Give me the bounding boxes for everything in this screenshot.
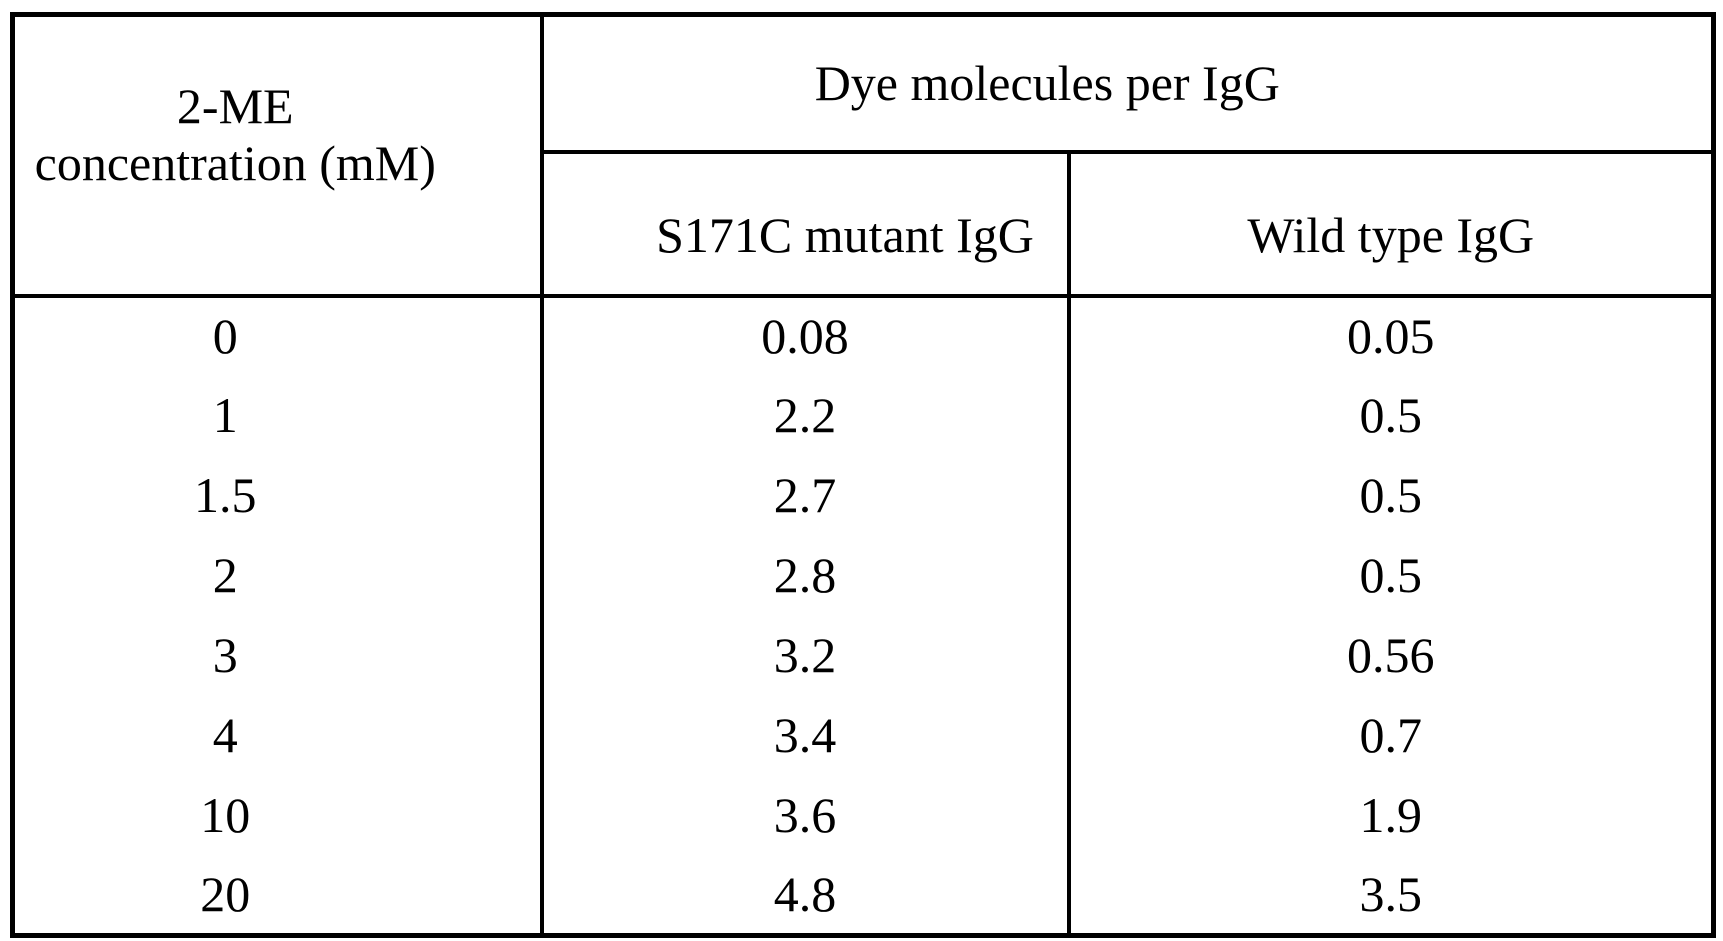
cell-concentration: 4	[12, 695, 544, 776]
header-cell-dye-molecules: Dye molecules per IgG	[541, 14, 1714, 154]
table-row: 10 3.6 1.9	[12, 775, 1714, 856]
table-row: 4 3.4 0.7	[12, 695, 1714, 776]
cell-wild-type-igg: 0.05	[1069, 296, 1714, 376]
concentration-value: 20	[200, 865, 251, 922]
mutant-igg-value: 4.8	[773, 865, 837, 922]
header-cell-2me-concentration: 2-ME concentration (mM)	[12, 14, 544, 298]
cell-mutant-igg: 2.2	[541, 375, 1071, 456]
mutant-igg-value: 0.08	[761, 307, 849, 364]
table-row: 20 4.8 3.5	[12, 855, 1714, 936]
concentration-value: 1.5	[194, 466, 257, 523]
cell-concentration: 2	[12, 535, 544, 616]
table-row: 3 3.2 0.56	[12, 615, 1714, 696]
mutant-igg-value: 2.2	[773, 386, 837, 443]
cell-concentration: 10	[12, 775, 544, 856]
cell-mutant-igg: 0.08	[541, 295, 1071, 376]
mutant-igg-value: 3.6	[773, 786, 837, 843]
concentration-value: 1	[212, 386, 238, 443]
wild-type-igg-value: 0.5	[1359, 546, 1423, 603]
wild-type-igg-value: 0.05	[1347, 307, 1435, 364]
header-wild-type-label: Wild type IgG	[1247, 206, 1535, 263]
header-row-group: 2-ME concentration (mM) Dye molecules pe…	[12, 14, 1714, 298]
dye-molecules-per-igg-table: 2-ME concentration (mM) Dye molecules pe…	[10, 12, 1716, 938]
header-2me-line1: 2-ME	[176, 77, 294, 134]
cell-mutant-igg: 3.6	[541, 775, 1071, 856]
cell-mutant-igg: 2.8	[541, 535, 1071, 616]
concentration-value: 10	[200, 786, 251, 843]
cell-concentration: 1	[12, 375, 544, 456]
cell-wild-type-igg: 3.5	[1069, 856, 1714, 936]
table-row: 1 2.2 0.5	[12, 375, 1714, 456]
header-cell-wild-type: Wild type IgG	[1068, 151, 1714, 298]
cell-mutant-igg: 3.4	[541, 695, 1071, 776]
concentration-value: 2	[212, 546, 238, 603]
wild-type-igg-value: 0.56	[1347, 626, 1435, 683]
header-2me-concentration-label: 2-ME concentration (mM)	[13, 78, 498, 193]
concentration-value: 0	[212, 307, 238, 364]
cell-wild-type-igg: 0.5	[1069, 456, 1714, 536]
wild-type-igg-value: 0.5	[1359, 466, 1423, 523]
wild-type-igg-value: 3.5	[1359, 865, 1423, 922]
table-row: 2 2.8 0.5	[12, 535, 1714, 616]
cell-concentration: 3	[12, 615, 544, 696]
table-row: 0 0.08 0.05	[12, 295, 1714, 376]
wild-type-igg-value: 0.7	[1359, 706, 1423, 763]
wild-type-igg-value: 1.9	[1359, 786, 1423, 843]
subheader-row: S171C mutant IgG Wild type IgG	[13, 151, 1714, 298]
cell-wild-type-igg: 1.9	[1069, 776, 1714, 856]
header-cell-s171c-mutant: S171C mutant IgG	[541, 151, 1071, 298]
header-2me-line2: concentration (mM)	[34, 135, 436, 192]
cell-wild-type-igg: 0.56	[1069, 616, 1714, 696]
mutant-igg-value: 2.8	[773, 546, 837, 603]
cell-concentration: 1.5	[12, 455, 544, 536]
wild-type-igg-value: 0.5	[1359, 386, 1423, 443]
cell-wild-type-igg: 0.5	[1069, 536, 1714, 616]
mutant-igg-value: 3.2	[773, 626, 837, 683]
header-s171c-mutant-label: S171C mutant IgG	[656, 206, 1034, 263]
header-dye-molecules-label: Dye molecules per IgG	[814, 54, 1280, 111]
cell-concentration: 20	[12, 855, 544, 936]
cell-mutant-igg: 3.2	[541, 615, 1071, 696]
cell-wild-type-igg: 0.7	[1069, 696, 1714, 776]
concentration-value: 4	[212, 706, 238, 763]
table-row: 1.5 2.7 0.5	[12, 455, 1714, 536]
cell-concentration: 0	[12, 295, 544, 376]
cell-mutant-igg: 4.8	[541, 855, 1071, 936]
cell-mutant-igg: 2.7	[541, 455, 1071, 536]
concentration-value: 3	[212, 626, 238, 683]
mutant-igg-value: 3.4	[773, 706, 837, 763]
mutant-igg-value: 2.7	[773, 466, 837, 523]
cell-wild-type-igg: 0.5	[1069, 376, 1714, 456]
